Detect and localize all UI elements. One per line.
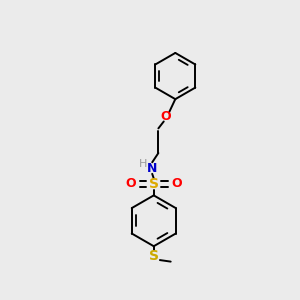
- Text: N: N: [147, 162, 158, 175]
- Text: H: H: [139, 159, 147, 169]
- Text: O: O: [125, 177, 136, 190]
- Text: O: O: [161, 110, 171, 123]
- Text: O: O: [172, 177, 182, 190]
- Text: S: S: [149, 177, 159, 191]
- Text: S: S: [149, 249, 159, 263]
